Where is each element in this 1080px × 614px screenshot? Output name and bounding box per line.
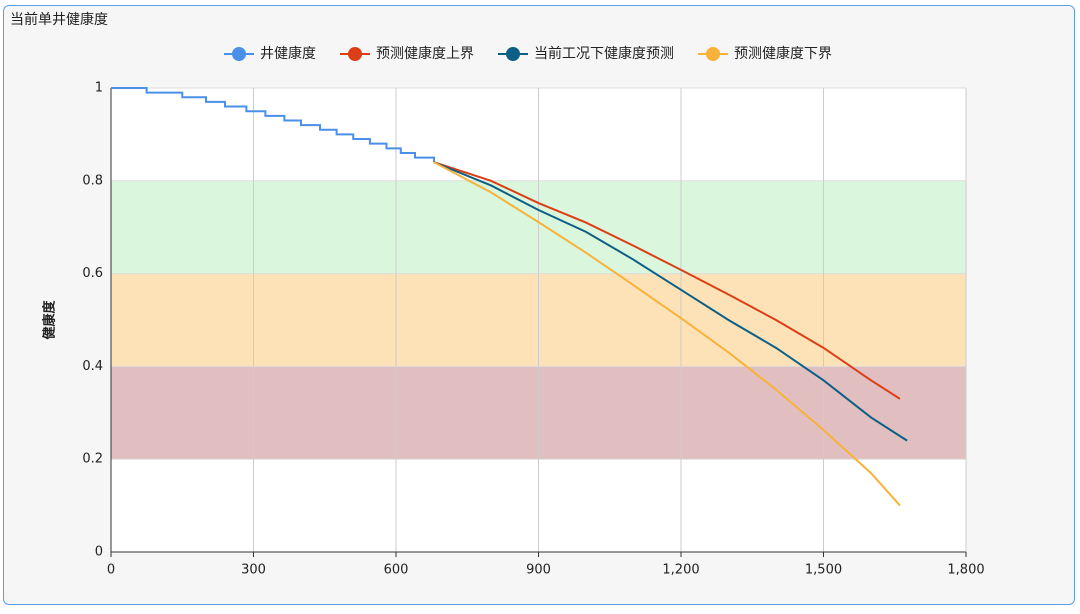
legend-marker [506,47,520,61]
y-tick-label: 0.8 [82,173,103,188]
series-line [433,161,901,507]
x-tick-label: 600 [384,563,409,578]
legend-marker [348,47,362,61]
legend-label: 预测健康度上界 [376,45,474,62]
x-tick-label: 300 [241,563,266,578]
legend-label: 井健康度 [260,45,316,62]
x-tick-label: 900 [526,563,551,578]
x-tick-label: 1,800 [947,563,984,578]
y-tick-label: 0 [95,545,103,560]
series-line [433,161,901,400]
y-tick-label: 0.2 [82,452,103,467]
x-tick-label: 0 [107,563,115,578]
panel-title: 当前单井健康度 [10,11,108,28]
series-line [433,161,908,442]
legend-label: 预测健康度下界 [734,45,832,62]
y-axis-label: 健康度 [42,300,58,340]
y-tick-label: 1 [95,81,103,96]
y-tick-label: 0.4 [82,359,103,374]
series-line [111,87,435,163]
legend-label: 当前工况下健康度预测 [534,45,674,62]
x-tick-label: 1,500 [805,563,842,578]
x-tick-label: 1,200 [662,563,699,578]
legend-marker [232,47,246,61]
y-tick-label: 0.6 [82,266,103,281]
legend-marker [706,47,720,61]
